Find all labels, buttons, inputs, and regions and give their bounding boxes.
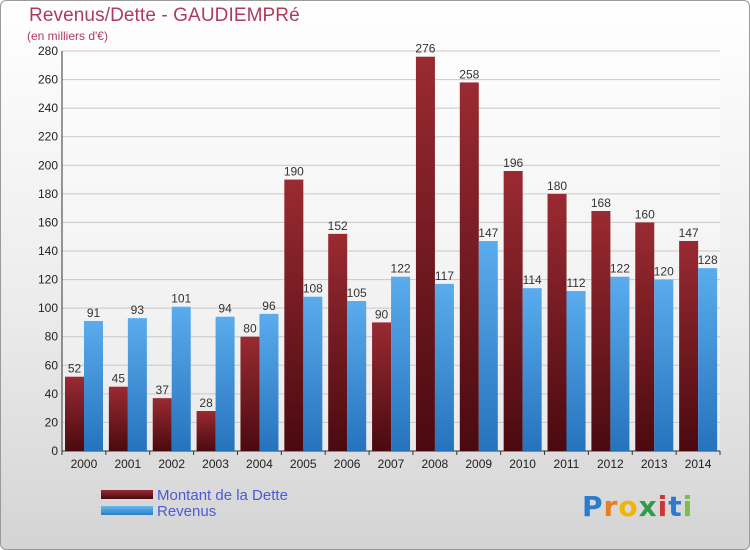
bar-revenus [347,301,367,451]
data-label-dette: 168 [591,196,611,210]
data-label-revenus: 96 [262,299,276,313]
bar-dette [415,56,435,451]
bar-dette [328,233,348,451]
data-label-revenus: 94 [218,302,232,316]
proxiti-logo: Proxiti [582,490,694,523]
bar-revenus [654,279,674,451]
data-label-revenus: 117 [435,269,454,283]
bar-dette [284,179,304,452]
bar-dette [591,211,611,451]
bar-dette [152,398,172,451]
data-label-dette: 152 [328,219,348,233]
bar-revenus [610,276,630,451]
y-tick-label: 60 [45,358,59,372]
y-tick-label: 260 [38,73,58,87]
y-tick-label: 220 [38,130,58,144]
data-label-dette: 45 [112,372,126,386]
y-tick-label: 200 [38,158,58,172]
y-tick-label: 140 [38,244,58,258]
x-tick-label: 2014 [685,457,712,471]
data-label-revenus: 93 [131,303,145,317]
x-tick-label: 2008 [422,457,449,471]
x-tick-label: 2011 [554,457,580,471]
bar-revenus [215,316,235,451]
y-tick-label: 180 [38,187,58,201]
data-label-dette: 258 [459,67,479,81]
data-label-revenus: 128 [698,253,718,267]
data-label-dette: 80 [243,322,257,336]
y-tick-label: 240 [38,101,58,115]
data-label-dette: 276 [415,42,435,56]
bar-dette [635,222,655,451]
data-label-dette: 37 [156,383,170,397]
bar-dette [547,193,567,451]
y-tick-label: 160 [38,215,58,229]
legend-label-revenus: Revenus [157,503,217,520]
data-label-revenus: 101 [171,292,191,306]
x-tick-label: 2005 [290,457,317,471]
data-label-revenus: 108 [303,282,323,296]
x-tick-label: 2006 [334,457,361,471]
bar-dette [372,322,392,451]
y-tick-label: 40 [45,387,59,401]
data-label-revenus: 122 [610,262,630,276]
x-tick-label: 2000 [71,457,98,471]
x-tick-label: 2009 [465,457,492,471]
data-label-dette: 90 [375,307,389,321]
bar-dette [240,336,260,451]
x-tick-label: 2007 [378,457,405,471]
bar-dette [503,171,523,451]
bar-dette [108,386,128,451]
y-tick-label: 100 [38,301,58,315]
data-label-revenus: 112 [566,276,585,290]
x-tick-label: 2001 [114,457,141,471]
data-label-revenus: 122 [391,262,411,276]
bar-revenus [391,276,411,451]
x-tick-label: 2013 [641,457,668,471]
data-label-dette: 196 [503,156,523,170]
bar-revenus [434,283,454,451]
data-label-revenus: 114 [523,273,542,287]
bar-revenus [127,318,147,451]
bar-dette [65,376,84,451]
x-tick-label: 2010 [509,457,536,471]
bar-revenus [478,241,498,451]
y-tick-label: 120 [38,273,58,287]
bar-dette [679,241,699,451]
bar-revenus [171,306,191,451]
data-label-dette: 190 [284,165,304,179]
x-tick-label: 2004 [246,457,273,471]
data-label-revenus: 147 [478,226,498,240]
bar-revenus [84,321,103,451]
legend-swatch-revenus [101,506,153,515]
x-tick-label: 2003 [202,457,229,471]
data-label-dette: 160 [635,207,655,221]
y-tick-label: 80 [45,330,59,344]
y-tick-label: 0 [51,444,58,458]
bar-revenus [303,296,323,451]
data-label-revenus: 91 [87,306,101,320]
x-tick-label: 2002 [158,457,185,471]
legend-label-dette: Montant de la Dette [157,487,288,504]
y-tick-label: 280 [38,44,58,58]
bar-revenus [522,288,542,451]
data-label-dette: 52 [68,362,82,376]
data-label-dette: 180 [547,179,567,193]
x-tick-label: 2012 [597,457,624,471]
bar-dette [459,82,479,451]
chart-title: Revenus/Dette - GAUDIEMPRé [29,5,300,26]
bar-revenus [698,268,718,451]
bar-dette [196,411,216,451]
data-label-revenus: 120 [654,265,674,279]
data-label-dette: 147 [679,226,699,240]
data-label-revenus: 105 [347,286,367,300]
legend-swatch-dette [101,490,153,499]
y-tick-label: 20 [45,415,59,429]
data-label-dette: 28 [199,396,213,410]
bar-revenus [566,291,586,451]
bar-revenus [259,313,279,451]
chart-subtitle: (en milliers d'€) [27,29,108,43]
